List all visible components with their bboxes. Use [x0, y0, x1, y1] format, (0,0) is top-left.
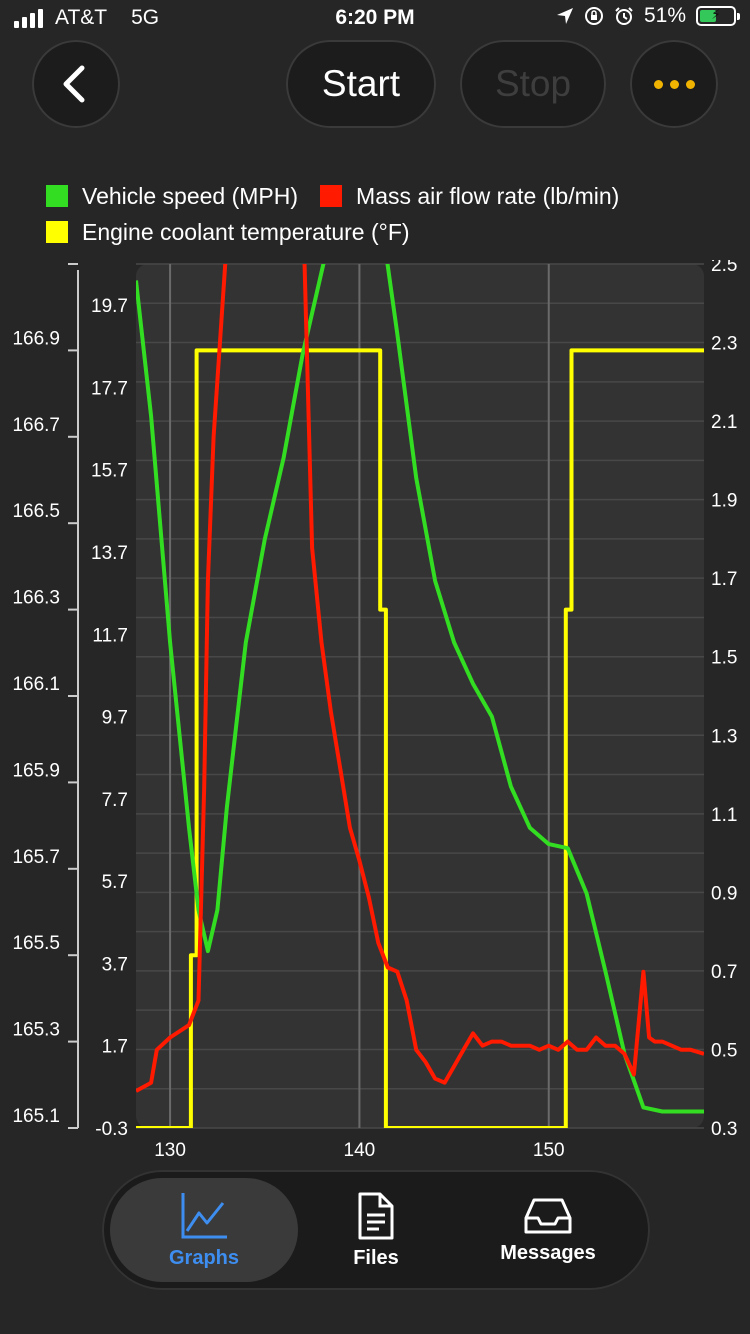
chart-legend: Vehicle speed (MPH) Mass air flow rate (… — [46, 178, 641, 250]
tab-label: Graphs — [168, 1246, 240, 1269]
tab-label: Files — [353, 1246, 399, 1269]
axis-tick-label: 13.7 — [91, 543, 128, 564]
alarm-clock-icon — [615, 7, 633, 25]
axis-tick-label: 165.1 — [12, 1106, 60, 1127]
axis-tick-label: 2.1 — [711, 412, 737, 433]
location-arrow-icon — [556, 8, 573, 24]
axis-tick-label: 165.9 — [12, 760, 60, 781]
legend-item-coolant-temp: Engine coolant temperature (°F) — [46, 219, 410, 246]
series-line — [136, 264, 704, 1093]
legend-swatch — [46, 185, 68, 207]
axis-tick-label: 167.1 — [12, 260, 60, 263]
legend-label: Engine coolant temperature (°F) — [82, 218, 410, 245]
ellipsis-icon — [653, 79, 663, 89]
chevron-left-icon — [63, 65, 85, 103]
axis-tick-label: 7.7 — [102, 790, 128, 811]
legend-label: Mass air flow rate (lb/min) — [356, 182, 620, 209]
legend-swatch — [46, 221, 68, 243]
axis-tick-label: 166.5 — [12, 501, 60, 522]
axis-tick-label: 166.7 — [12, 415, 60, 436]
tab-graphs[interactable]: Graphs — [110, 1178, 298, 1282]
x-tick-label: 130 — [154, 1140, 186, 1161]
inbox-tray-icon — [524, 1198, 572, 1233]
axis-tick-label: 5.7 — [102, 872, 128, 893]
axis-tick-label: 9.7 — [102, 708, 128, 729]
axis-tick-label: 1.5 — [711, 648, 737, 669]
legend-item-vehicle-speed: Vehicle speed (MPH) — [46, 183, 298, 210]
axis-tick-label: 1.3 — [711, 726, 737, 747]
x-tick-label: 140 — [344, 1140, 376, 1161]
axis-tick-label: 0.5 — [711, 1040, 737, 1061]
network-label: 5G — [131, 6, 160, 29]
tab-bar: Graphs Files Messages — [102, 1170, 650, 1290]
tab-messages[interactable]: Messages — [454, 1178, 642, 1282]
axis-tick-label: 0.9 — [711, 883, 737, 904]
tab-files[interactable]: Files — [298, 1178, 454, 1282]
axis-tick-label: 166.1 — [12, 674, 60, 695]
signal-bars-icon — [14, 8, 43, 28]
axis-tick-label: 165.3 — [12, 1020, 60, 1041]
axis-tick-label: 3.7 — [102, 954, 128, 975]
more-options-button[interactable] — [630, 40, 718, 128]
axis-tick-label: 166.3 — [12, 588, 60, 609]
legend-label: Vehicle speed (MPH) — [82, 182, 299, 209]
axis-tick-label: 2.3 — [711, 334, 737, 355]
series-line — [136, 348, 704, 1128]
axis-tick-label: 1.1 — [711, 805, 737, 826]
legend-item-mass-air-flow: Mass air flow rate (lb/min) — [320, 183, 619, 210]
axis-tick-label: 1.7 — [711, 569, 737, 590]
carrier-label: AT&T — [55, 6, 108, 29]
stop-button[interactable]: Stop — [460, 40, 606, 128]
axis-tick-label: 165.5 — [12, 933, 60, 954]
axis-tick-label: 0.7 — [711, 962, 737, 983]
document-icon — [358, 1192, 394, 1239]
clock: 6:20 PM — [335, 6, 415, 29]
legend-swatch — [320, 185, 343, 207]
start-button[interactable]: Start — [286, 40, 436, 128]
axis-tick-label: 0.3 — [711, 1119, 737, 1140]
x-tick-label: 150 — [533, 1140, 565, 1161]
axis-tick-label: 15.7 — [91, 461, 128, 482]
battery-percent: 51% — [643, 4, 686, 27]
axis-tick-label: 165.7 — [12, 847, 60, 868]
axis-tick-label: 11.7 — [92, 625, 128, 646]
back-button[interactable] — [32, 40, 120, 128]
graph-chart[interactable]: 167.1 166.9 166.7 166.5 166.3 166.1 165.9 165.7… — [0, 260, 750, 1170]
axis-tick-label: -0.3 — [95, 1119, 128, 1140]
axis-tick-label: 1.9 — [711, 491, 737, 512]
axis-tick-label: 2.5 — [711, 260, 737, 276]
status-bar: AT&T 5G 6:20 PM 51% ⚡ — [0, 0, 750, 42]
axis-tick-label: 19.7 — [91, 296, 128, 317]
axis-tick-label: 166.9 — [12, 328, 60, 349]
axis-tick-label: 17.7 — [91, 378, 128, 399]
chart-line-icon — [181, 1192, 227, 1238]
series-line — [136, 264, 704, 1114]
battery-icon: ⚡ — [696, 6, 740, 26]
orientation-lock-icon — [584, 7, 603, 25]
axis-tick-label: 1.7 — [102, 1037, 128, 1058]
tab-label: Messages — [500, 1241, 596, 1264]
